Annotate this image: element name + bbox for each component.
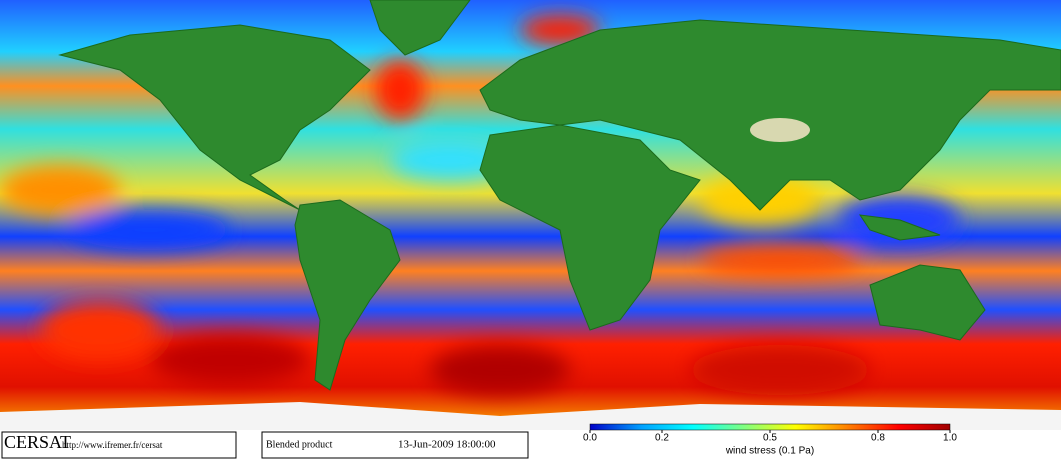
url: http://www.ifremer.fr/cersat	[62, 440, 163, 450]
australia	[869, 264, 986, 341]
indonesia	[858, 214, 941, 241]
continents	[58, 0, 1061, 391]
colorbar-label: wind stress (0.1 Pa)	[725, 446, 814, 457]
info-box	[261, 431, 529, 459]
greenland	[369, 0, 471, 56]
logo: CERSAT	[4, 432, 71, 452]
colorbar-tick-label: 0.0	[583, 433, 597, 444]
colorbar-tick-label: 0.5	[763, 433, 777, 444]
north-america	[58, 24, 371, 211]
date: 13-Jun-2009 18:00:00	[398, 439, 496, 451]
antarctica	[0, 402, 1061, 430]
product: Blended product	[266, 439, 333, 450]
colorbar-tick-label: 0.2	[655, 433, 669, 444]
africa	[479, 124, 701, 331]
tibet	[750, 118, 810, 142]
wind-patterns	[0, 15, 960, 395]
eurasia	[479, 19, 1061, 211]
logo-box	[1, 431, 237, 459]
colorbar	[589, 423, 951, 431]
south-america	[294, 199, 401, 391]
colorbar-tick-label: 1.0	[943, 433, 957, 444]
colorbar-tick-label: 0.8	[871, 433, 885, 444]
